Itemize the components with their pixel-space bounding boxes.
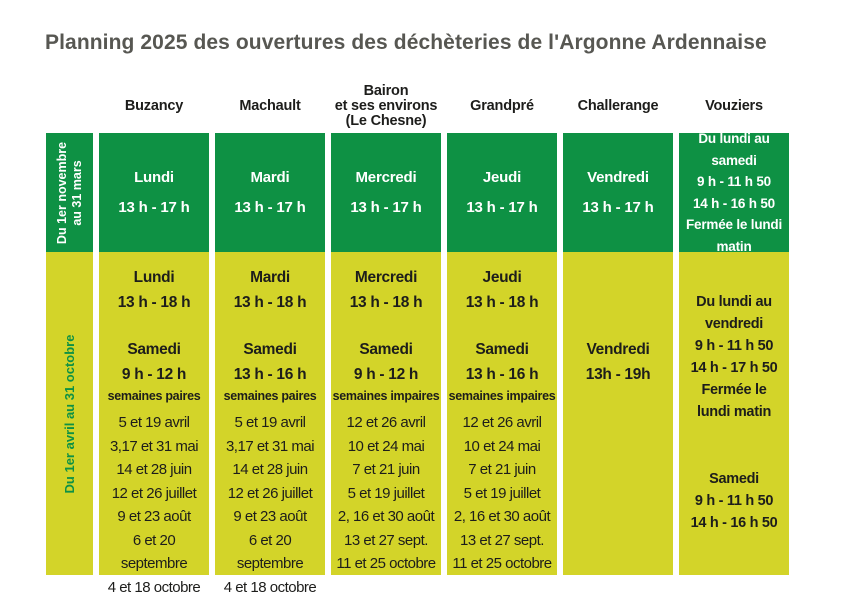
summer-main-hours: Lundi 13 h - 18 h xyxy=(117,269,191,311)
summer-main-hours: Du lundi au vendredi 9 h - 11 h 50 14 h … xyxy=(690,294,778,420)
row-label-winter-text: Du 1er novembre au 31 mars xyxy=(54,141,84,244)
summer-saturday-hours: Samedi 13 h - 16 h xyxy=(465,341,539,383)
row-label-winter: Du 1er novembre au 31 mars xyxy=(46,133,93,252)
summer-weeks-note: semaines impaires xyxy=(448,389,556,403)
winter-hours: Jeudi 13 h - 17 h xyxy=(466,168,538,216)
cell-summer-challerange: Vendredi 13h - 19h xyxy=(563,252,673,575)
cell-winter-vouziers: Du lundi au samedi 9 h - 11 h 50 14 h - … xyxy=(679,131,789,254)
row-label-summer-text: Du 1er avril au 31 octobre xyxy=(61,334,77,493)
cell-summer-bairon: Mercredi 13 h - 18 h Samedi 9 h - 12 h s… xyxy=(331,252,441,575)
cell-winter-grandpre: Jeudi 13 h - 17 h xyxy=(447,133,557,252)
cell-winter-buzancy: Lundi 13 h - 17 h xyxy=(99,133,209,252)
column-header-vouziers: Vouziers xyxy=(705,98,763,114)
column-header-machault: Machault xyxy=(239,98,301,114)
summer-saturday-hours: Samedi 9 h - 11 h 50 14 h - 16 h 50 xyxy=(690,471,778,531)
winter-hours: Du lundi au samedi 9 h - 11 h 50 14 h - … xyxy=(685,131,783,254)
cell-summer-grandpre: Jeudi 13 h - 18 h Samedi 13 h - 16 h sem… xyxy=(447,252,557,575)
summer-dates: 5 et 19 avril 3,17 et 31 mai 14 et 28 ju… xyxy=(107,414,201,596)
summer-main-hours: Mercredi 13 h - 18 h xyxy=(349,269,423,311)
summer-weeks-note: semaines paires xyxy=(107,389,201,403)
winter-hours: Lundi 13 h - 17 h xyxy=(118,168,190,216)
summer-main-hours: Vendredi 13h - 19h xyxy=(585,341,651,383)
cell-summer-machault: Mardi 13 h - 18 h Samedi 13 h - 16 h sem… xyxy=(215,252,325,596)
summer-saturday-hours: Samedi 9 h - 12 h xyxy=(121,341,187,383)
column-header-grandpre: Grandpré xyxy=(470,98,534,114)
cell-summer-buzancy: Lundi 13 h - 18 h Samedi 9 h - 12 h sema… xyxy=(99,252,209,596)
summer-main-hours: Jeudi 13 h - 18 h xyxy=(465,269,539,311)
row-label-summer: Du 1er avril au 31 octobre xyxy=(46,252,93,575)
summer-main-hours: Mardi 13 h - 18 h xyxy=(233,269,307,311)
summer-saturday-hours: Samedi 9 h - 12 h xyxy=(353,341,419,383)
column-header-bairon: Bairon et ses environs (Le Chesne) xyxy=(334,83,438,129)
table-corner-spacer xyxy=(46,80,93,133)
summer-dates: 12 et 26 avril 10 et 24 mai 7 et 21 juin… xyxy=(452,414,552,572)
summer-dates: 5 et 19 avril 3,17 et 31 mai 14 et 28 ju… xyxy=(223,414,317,596)
summer-weeks-note: semaines paires xyxy=(223,389,317,403)
winter-hours: Vendredi 13 h - 17 h xyxy=(582,168,654,216)
cell-winter-machault: Mardi 13 h - 17 h xyxy=(215,133,325,252)
summer-weeks-note: semaines impaires xyxy=(332,389,440,403)
cell-summer-vouziers: Du lundi au vendredi 9 h - 11 h 50 14 h … xyxy=(679,252,789,575)
summer-dates: 12 et 26 avril 10 et 24 mai 7 et 21 juin… xyxy=(336,414,436,572)
page-title: Planning 2025 des ouvertures des déchète… xyxy=(45,31,767,54)
column-header-buzancy: Buzancy xyxy=(124,98,184,114)
column-header-challerange: Challerange xyxy=(577,98,659,114)
summer-saturday-hours: Samedi 13 h - 16 h xyxy=(233,341,307,383)
planning-table: Buzancy Machault Bairon et ses environs … xyxy=(46,80,789,596)
winter-hours: Mercredi 13 h - 17 h xyxy=(350,168,422,216)
cell-winter-bairon: Mercredi 13 h - 17 h xyxy=(331,133,441,252)
cell-winter-challerange: Vendredi 13 h - 17 h xyxy=(563,133,673,252)
winter-hours: Mardi 13 h - 17 h xyxy=(234,168,306,216)
